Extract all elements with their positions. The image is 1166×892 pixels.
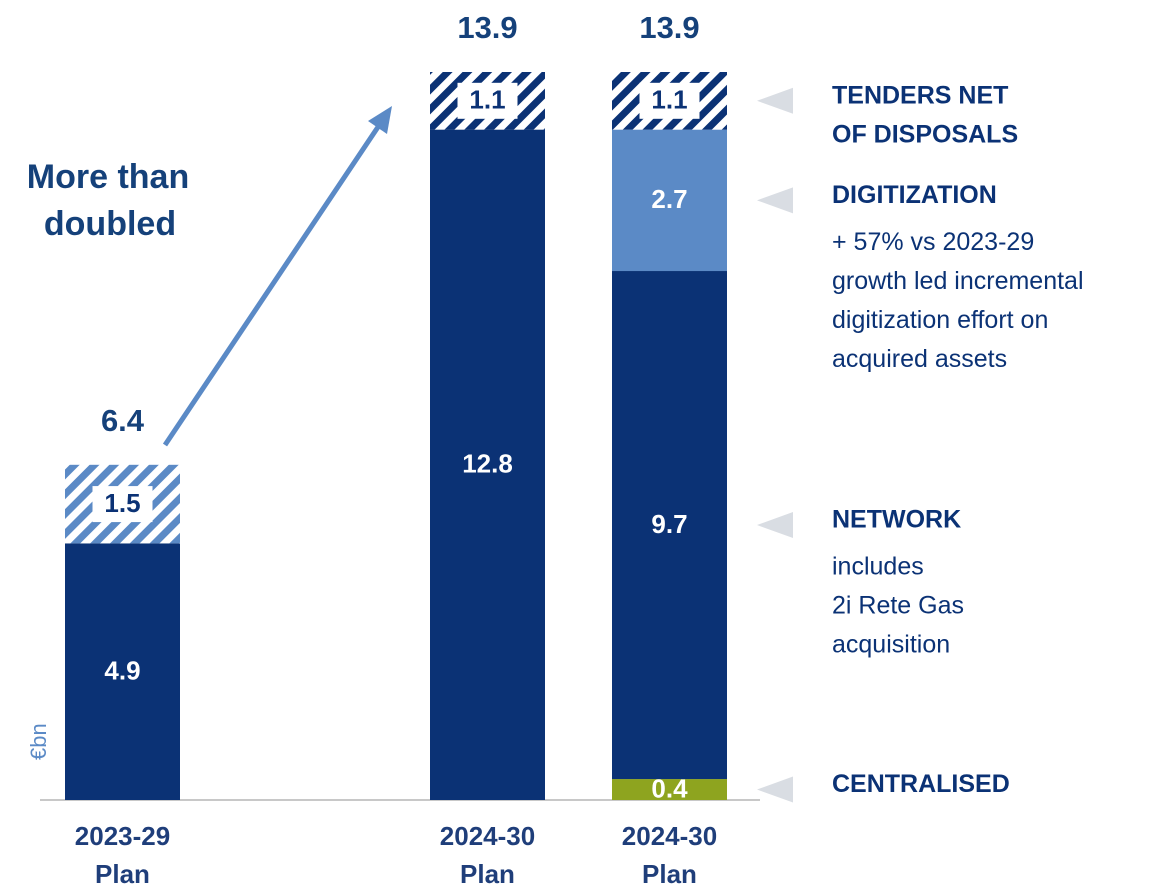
legend-note: + 57% vs 2023-29 (832, 228, 1034, 256)
legend-note: growth led incremental (832, 267, 1084, 295)
label-box (639, 82, 700, 119)
pointer (757, 87, 793, 114)
legend-note: 2i Rete Gas (832, 592, 964, 620)
data-label: 1.5 (104, 488, 140, 518)
total-label: 13.9 (639, 10, 699, 45)
label-box (92, 486, 153, 523)
x-tick-label: Plan (95, 859, 150, 889)
pointer (757, 776, 793, 803)
legend-label: DIGITIZATION (832, 181, 997, 209)
bar-segment (612, 779, 727, 800)
bar-segment (612, 271, 727, 780)
legend-label: NETWORK (832, 506, 961, 534)
legend-label: TENDERS NET (832, 81, 1008, 109)
x-tick-label: 2024-30 (622, 821, 717, 851)
data-label: 12.8 (462, 449, 513, 479)
annotation: More than (27, 158, 189, 196)
data-label: 1.1 (651, 85, 687, 115)
x-tick-label: Plan (460, 859, 515, 889)
annotation: doubled (44, 205, 176, 243)
bar-segment (65, 543, 180, 800)
legend-note: digitization effort on (832, 306, 1048, 334)
arrow-head (368, 106, 392, 134)
bar-segment (430, 129, 545, 800)
label-box (457, 82, 518, 119)
legend-note: includes (832, 553, 924, 581)
legend-note: acquired assets (832, 345, 1007, 373)
x-tick-label: 2023-29 (75, 821, 170, 851)
unit-label: €bn (26, 723, 51, 760)
legend-note: acquisition (832, 631, 950, 659)
data-label: 1.1 (469, 85, 505, 115)
x-tick-label: Plan (642, 859, 697, 889)
data-label: 2.7 (651, 184, 687, 214)
data-label: 9.7 (651, 509, 687, 539)
legend-label: CENTRALISED (832, 770, 1010, 798)
data-label: 4.9 (104, 656, 140, 686)
bar-segment (612, 129, 727, 272)
growth-arrow (162, 122, 383, 447)
total-label: 6.4 (101, 403, 145, 438)
pointer (757, 187, 793, 214)
x-tick-label: 2024-30 (440, 821, 535, 851)
total-label: 13.9 (457, 10, 517, 45)
pointer (757, 512, 793, 539)
legend-label: OF DISPOSALS (832, 120, 1018, 148)
